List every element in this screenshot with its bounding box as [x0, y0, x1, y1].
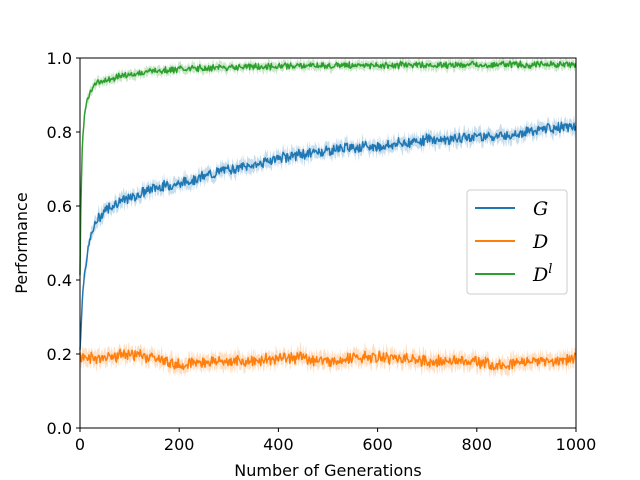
legend: GD Dl [466, 189, 568, 295]
x-tick-label: 200 [164, 435, 195, 454]
x-tick-label: 0 [75, 435, 85, 454]
legend-box [466, 189, 568, 295]
y-tick-label: 0.8 [47, 123, 72, 142]
series-line-1 [79, 348, 577, 371]
legend-label: G [533, 198, 548, 220]
series-line-2 [79, 60, 577, 276]
x-tick-label: 800 [462, 435, 493, 454]
y-tick-label: 0.0 [47, 419, 72, 438]
series-lines [79, 60, 577, 371]
y-tick-label: 0.4 [47, 271, 72, 290]
y-axis-label: Performance [12, 192, 31, 293]
plot-frame [79, 57, 577, 429]
x-tick-label: 400 [263, 435, 294, 454]
legend-label: Dl [532, 262, 552, 286]
x-axis-label: Number of Generations [234, 461, 421, 480]
series-line-0 [79, 121, 577, 351]
y-tick-label: 0.6 [47, 197, 72, 216]
x-tick-label: 1000 [556, 435, 597, 454]
y-tick-label: 0.2 [47, 345, 72, 364]
axes [79, 57, 577, 429]
ticks: 0 200 400 600 800 1000 0.0 0.2 0.4 0.6 0.8 1.0 [47, 49, 597, 454]
x-tick-label: 600 [362, 435, 393, 454]
legend-label: D [532, 231, 548, 253]
y-tick-label: 1.0 [47, 49, 72, 68]
